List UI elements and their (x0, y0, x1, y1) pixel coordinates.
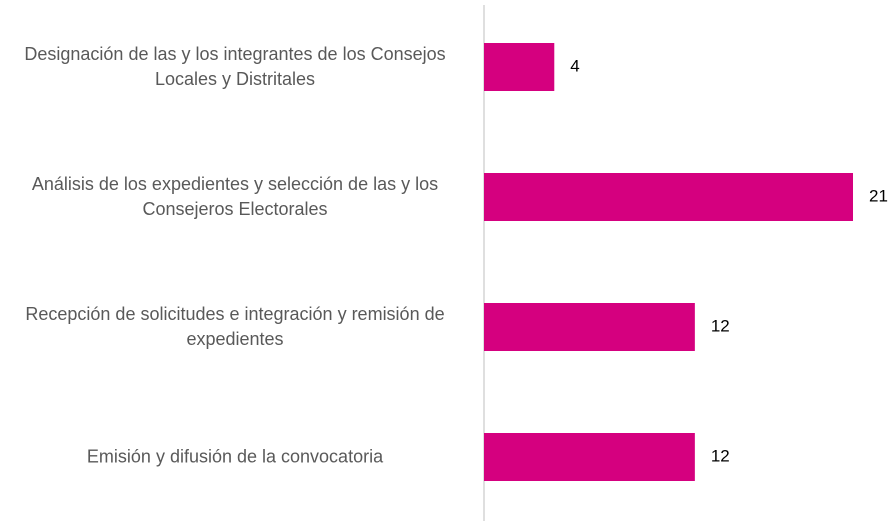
value-label: 4 (570, 56, 579, 75)
value-label: 12 (711, 316, 730, 335)
category-label: Designación de las y los integrantes de … (24, 44, 446, 89)
category-label: Análisis de los expedientes y selección … (31, 174, 439, 219)
bar (484, 433, 695, 481)
value-label: 21 (869, 186, 888, 205)
category-label: Recepción de solicitudes e integración y… (25, 304, 445, 349)
bar (484, 173, 853, 221)
category-label: Emisión y difusión de la convocatoria (86, 446, 384, 467)
value-label: 12 (711, 446, 730, 465)
bar (484, 43, 555, 91)
bar (484, 303, 695, 351)
